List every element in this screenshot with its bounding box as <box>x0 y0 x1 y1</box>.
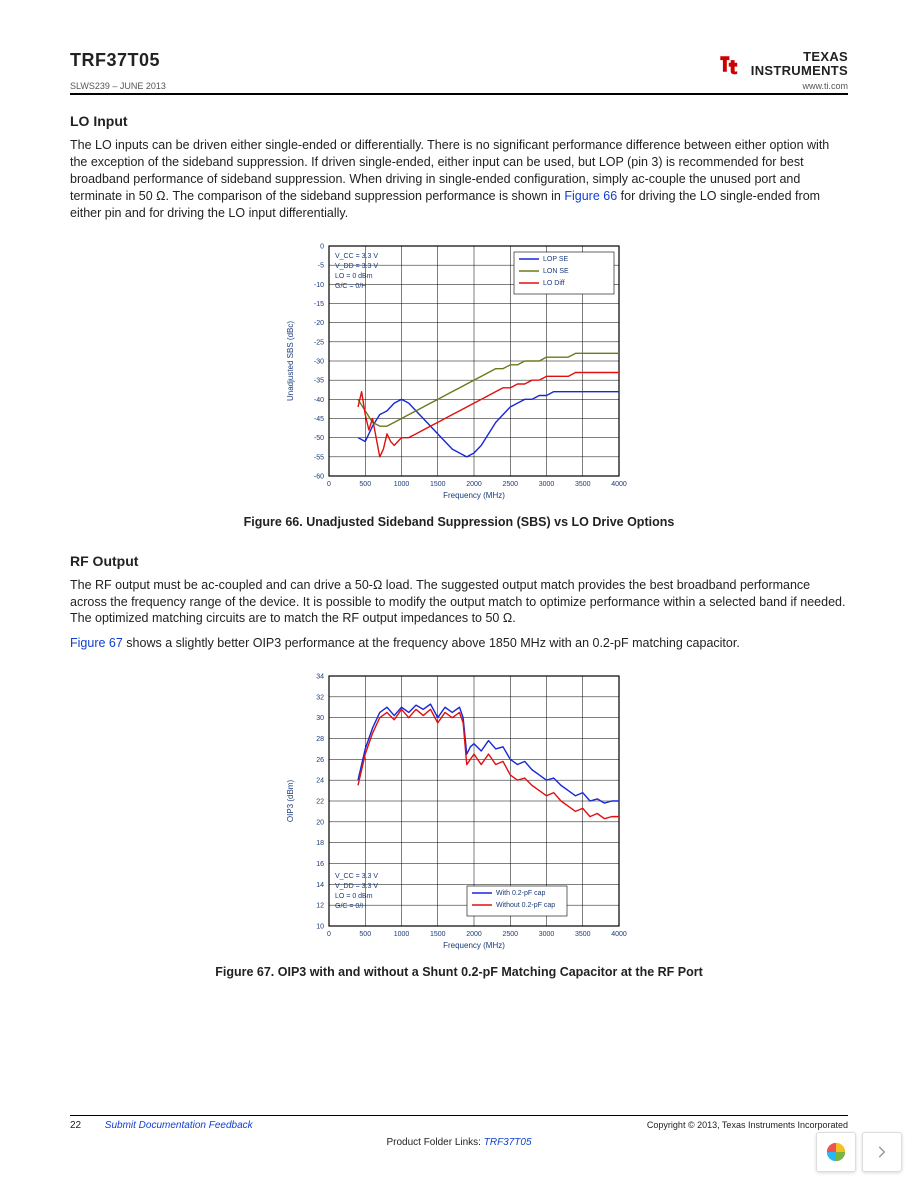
lo-paragraph: The LO inputs can be driven either singl… <box>70 137 848 221</box>
figure-67-link[interactable]: Figure 67 <box>70 636 123 650</box>
svg-text:-55: -55 <box>314 454 324 461</box>
viewer-next-button[interactable] <box>862 1132 902 1172</box>
svg-text:V_CC = 3.3 V: V_CC = 3.3 V <box>335 873 378 880</box>
svg-text:500: 500 <box>359 481 371 488</box>
ti-logo-icon <box>719 51 745 77</box>
svg-text:-50: -50 <box>314 435 324 442</box>
svg-text:32: 32 <box>316 694 324 701</box>
svg-text:2000: 2000 <box>466 481 482 488</box>
site-link[interactable]: www.ti.com <box>802 81 848 91</box>
section-lo-title: LO Input <box>70 113 848 129</box>
svg-text:-35: -35 <box>314 377 324 384</box>
svg-text:3500: 3500 <box>575 931 591 938</box>
rf-paragraph-2: Figure 67 shows a slightly better OIP3 p… <box>70 635 848 652</box>
svg-text:2500: 2500 <box>502 931 518 938</box>
rf-paragraph-1: The RF output must be ac-coupled and can… <box>70 577 848 628</box>
svg-text:1000: 1000 <box>394 931 410 938</box>
pfl-label: Product Folder Links: <box>386 1137 481 1148</box>
svg-text:-10: -10 <box>314 281 324 288</box>
copyright: Copyright © 2013, Texas Instruments Inco… <box>647 1120 848 1131</box>
datasheet-page: TRF37T05 TEXAS INSTRUMENTS SLWS239 – JUN… <box>0 0 918 1188</box>
svg-text:2500: 2500 <box>502 481 518 488</box>
ti-logo: TEXAS INSTRUMENTS <box>719 50 848 77</box>
figure-67-caption: Figure 67. OIP3 with and without a Shunt… <box>70 965 848 979</box>
svg-text:V_DD = 3.3 V: V_DD = 3.3 V <box>335 263 378 270</box>
svg-text:24: 24 <box>316 778 324 785</box>
meta-row: SLWS239 – JUNE 2013 www.ti.com <box>70 81 848 95</box>
svg-text:22: 22 <box>316 799 324 806</box>
svg-text:-15: -15 <box>314 301 324 308</box>
svg-text:LO = 0 dBm: LO = 0 dBm <box>335 273 373 280</box>
svg-text:Frequency (MHz): Frequency (MHz) <box>443 941 505 950</box>
svg-text:3500: 3500 <box>575 481 591 488</box>
svg-text:LO Diff: LO Diff <box>543 280 565 287</box>
svg-text:30: 30 <box>316 715 324 722</box>
pfl-link[interactable]: TRF37T05 <box>484 1137 532 1148</box>
svg-text:500: 500 <box>359 931 371 938</box>
svg-text:16: 16 <box>316 861 324 868</box>
svg-text:-20: -20 <box>314 320 324 327</box>
svg-text:4000: 4000 <box>611 931 627 938</box>
feedback-link[interactable]: Submit Documentation Feedback <box>105 1120 253 1131</box>
svg-text:-5: -5 <box>318 262 324 269</box>
svg-text:3000: 3000 <box>539 481 555 488</box>
svg-text:-30: -30 <box>314 358 324 365</box>
svg-text:LON SE: LON SE <box>543 268 569 275</box>
figure-66-caption: Figure 66. Unadjusted Sideband Suppressi… <box>70 515 848 529</box>
chevron-right-icon <box>875 1145 889 1159</box>
svg-text:18: 18 <box>316 840 324 847</box>
svg-text:0: 0 <box>320 243 324 250</box>
svg-text:28: 28 <box>316 736 324 743</box>
svg-text:G/C = 0/H: G/C = 0/H <box>335 903 366 910</box>
svg-text:12: 12 <box>316 903 324 910</box>
svg-text:10: 10 <box>316 924 324 931</box>
figure-67: 0 500 1000 1500 2000 2500 3000 3500 4000 10 12 14 16… <box>70 662 848 955</box>
svg-text:14: 14 <box>316 882 324 889</box>
svg-text:Unadjusted SBS (dBc): Unadjusted SBS (dBc) <box>286 320 295 400</box>
svg-text:1500: 1500 <box>430 931 446 938</box>
svg-text:0: 0 <box>327 931 331 938</box>
figure-66: 0 500 1000 1500 2000 2500 3000 3500 4000 -60 -55 -5… <box>70 232 848 505</box>
logo-text-top: TEXAS <box>751 50 848 64</box>
svg-text:1000: 1000 <box>394 481 410 488</box>
svg-text:1500: 1500 <box>430 481 446 488</box>
viewer-logo-button[interactable] <box>816 1132 856 1172</box>
svg-text:0: 0 <box>327 481 331 488</box>
svg-text:LO = 0 dBm: LO = 0 dBm <box>335 893 373 900</box>
svg-text:-25: -25 <box>314 339 324 346</box>
page-header: TRF37T05 TEXAS INSTRUMENTS <box>70 50 848 77</box>
svg-text:3000: 3000 <box>539 931 555 938</box>
svg-text:V_DD = 3.3 V: V_DD = 3.3 V <box>335 883 378 890</box>
pinwheel-icon <box>825 1141 847 1163</box>
svg-text:Frequency (MHz): Frequency (MHz) <box>443 491 505 500</box>
page-number: 22 <box>70 1120 102 1131</box>
part-number: TRF37T05 <box>70 50 160 71</box>
svg-text:Without 0.2-pF cap: Without 0.2-pF cap <box>496 902 555 909</box>
logo-text-bottom: INSTRUMENTS <box>751 64 848 78</box>
page-footer: 22 Submit Documentation Feedback Copyrig… <box>70 1115 848 1148</box>
svg-text:-60: -60 <box>314 473 324 480</box>
doc-id: SLWS239 – JUNE 2013 <box>70 81 166 91</box>
svg-text:34: 34 <box>316 674 324 681</box>
svg-text:26: 26 <box>316 757 324 764</box>
section-rf-title: RF Output <box>70 553 848 569</box>
svg-text:2000: 2000 <box>466 931 482 938</box>
figure-66-link[interactable]: Figure 66 <box>564 189 617 203</box>
svg-text:20: 20 <box>316 819 324 826</box>
svg-text:G/C = 0/H: G/C = 0/H <box>335 283 366 290</box>
svg-text:-40: -40 <box>314 396 324 403</box>
viewer-nav <box>816 1132 902 1172</box>
svg-text:With 0.2-pF cap: With 0.2-pF cap <box>496 890 546 897</box>
svg-text:OIP3 (dBm): OIP3 (dBm) <box>286 780 295 823</box>
chart-sbs-vs-lo: 0 500 1000 1500 2000 2500 3000 3500 4000 -60 -55 -5… <box>279 232 639 502</box>
svg-text:LOP SE: LOP SE <box>543 256 568 263</box>
svg-text:-45: -45 <box>314 416 324 423</box>
svg-text:V_CC = 3.3 V: V_CC = 3.3 V <box>335 253 378 260</box>
svg-text:4000: 4000 <box>611 481 627 488</box>
chart-oip3: 0 500 1000 1500 2000 2500 3000 3500 4000 10 12 14 16… <box>279 662 639 952</box>
